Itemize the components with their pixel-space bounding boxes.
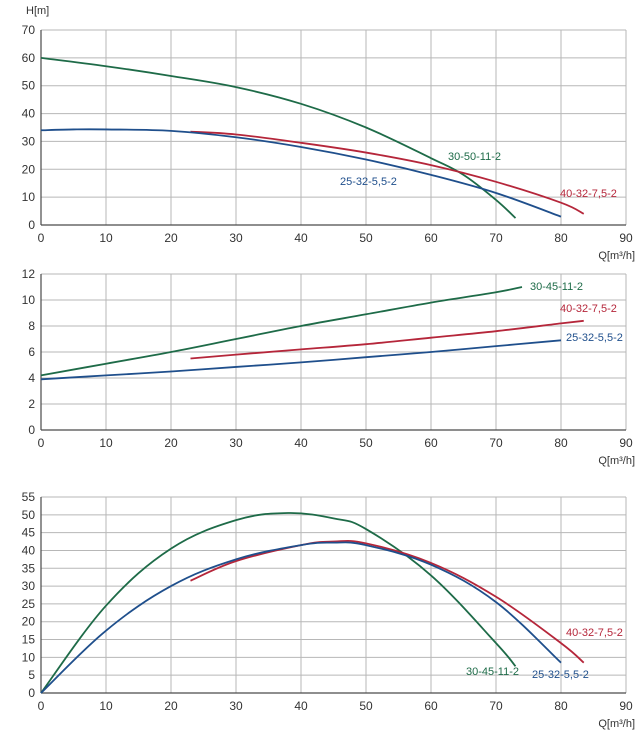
- x-tick-label: 60: [424, 436, 438, 450]
- series-label-25-32-5,5-2: 25-32-5,5-2: [532, 669, 589, 681]
- y-tick-label: 5: [28, 668, 35, 682]
- y-tick-label: 35: [22, 561, 36, 575]
- y-tick-label: 60: [22, 51, 36, 65]
- x-tick-label: 60: [424, 699, 438, 713]
- x-tick-label: 40: [294, 699, 308, 713]
- x-tick-label: 40: [294, 231, 308, 245]
- x-tick-label: 20: [164, 436, 178, 450]
- y-tick-label: 40: [22, 107, 36, 121]
- y-tick-label: 40: [22, 543, 36, 557]
- x-tick-label: 0: [38, 699, 45, 713]
- y-tick-label: 10: [22, 650, 36, 664]
- y-tick-label: 15: [22, 633, 36, 647]
- x-tick-label: 0: [38, 436, 45, 450]
- y-tick-label: 12: [22, 267, 36, 281]
- y-tick-label: 4: [28, 371, 35, 385]
- x-tick-label: 40: [294, 436, 308, 450]
- y-tick-label: 55: [22, 490, 36, 504]
- x-tick-label: 50: [359, 699, 373, 713]
- series-line-25-32-5,5-2: [40, 128, 562, 218]
- chart-2: 0 10 20 30 40 50 60 70 80 90 0 2 4 6 8 10 12 Q[m³/h] 30-45…: [22, 267, 635, 467]
- series-line-30-50-11-2: [40, 56, 517, 219]
- y-tick-label: 8: [28, 319, 35, 333]
- x-tick-label: 70: [489, 699, 503, 713]
- y-tick-label: 30: [22, 134, 36, 148]
- y-tick-label: 50: [22, 508, 36, 522]
- series-label-30-45-11-2: 30-45-11-2: [466, 666, 519, 678]
- series-label-30-45-11-2: 30-45-11-2: [530, 281, 583, 293]
- x-tick-label: 10: [99, 231, 113, 245]
- x-tick-label: 60: [424, 231, 438, 245]
- y-axis-label: H[m]: [26, 5, 49, 17]
- series-line-25-32-5,5-2: [40, 339, 562, 381]
- x-tick-label: 20: [164, 699, 178, 713]
- grid: [41, 29, 627, 225]
- y-tick-label: 20: [22, 615, 36, 629]
- x-tick-label: 30: [229, 699, 243, 713]
- series-line-40-32-7,5-2: [190, 130, 585, 215]
- x-tick-label: 50: [359, 231, 373, 245]
- x-tick-label: 90: [619, 436, 633, 450]
- x-tick-label: 80: [554, 436, 568, 450]
- x-axis-label: Q[m³/h]: [598, 718, 635, 730]
- x-tick-label: 20: [164, 231, 178, 245]
- chart-1: 0 10 20 30 40 50 60 70 80 90 0 10 20 30 40 50 60 70 Q[m³/h…: [22, 5, 635, 262]
- series-label-25-32-5,5-2: 25-32-5,5-2: [566, 332, 623, 344]
- x-tick-label: 30: [229, 436, 243, 450]
- series-line-40-32-7,5-2: [190, 539, 585, 664]
- x-tick-label: 90: [619, 231, 633, 245]
- y-tick-label: 10: [22, 293, 36, 307]
- grid: [41, 496, 627, 693]
- y-tick-label: 0: [28, 218, 35, 232]
- series-label-40-32-7,5-2: 40-32-7,5-2: [566, 627, 623, 639]
- y-tick-label: 6: [28, 345, 35, 359]
- x-tick-label: 10: [99, 436, 113, 450]
- y-tick-label: 20: [22, 162, 36, 176]
- x-tick-label: 70: [489, 231, 503, 245]
- y-tick-label: 0: [28, 686, 35, 700]
- x-tick-label: 30: [229, 231, 243, 245]
- y-tick-label: 45: [22, 526, 36, 540]
- y-tick-label: 10: [22, 190, 36, 204]
- x-tick-label: 50: [359, 436, 373, 450]
- x-axis-label: Q[m³/h]: [598, 250, 635, 262]
- x-tick-label: 80: [554, 231, 568, 245]
- x-axis-label: Q[m³/h]: [598, 455, 635, 467]
- y-tick-label: 30: [22, 579, 36, 593]
- series-line-30-45-11-2: [40, 512, 517, 694]
- x-tick-label: 70: [489, 436, 503, 450]
- series-label-25-32-5,5-2: 25-32-5,5-2: [340, 176, 397, 188]
- chart-3: 0 10 20 30 40 50 60 70 80 90 0 5 10 15 20 25 30 35 40 45 50 5…: [22, 490, 635, 730]
- series-line-40-32-7,5-2: [190, 319, 584, 360]
- series-label-30-50-11-2: 30-50-11-2: [448, 151, 501, 163]
- series-line-30-45-11-2: [40, 286, 523, 377]
- y-tick-label: 70: [22, 23, 36, 37]
- series-line-25-32-5,5-2: [40, 541, 562, 694]
- grid: [41, 273, 627, 430]
- x-tick-label: 0: [38, 231, 45, 245]
- y-tick-label: 50: [22, 79, 36, 93]
- x-tick-label: 90: [619, 699, 633, 713]
- series-label-40-32-7,5-2: 40-32-7,5-2: [560, 303, 617, 315]
- y-tick-label: 25: [22, 597, 36, 611]
- x-tick-label: 80: [554, 699, 568, 713]
- x-tick-label: 10: [99, 699, 113, 713]
- y-tick-label: 0: [28, 423, 35, 437]
- series-label-40-32-7,5-2: 40-32-7,5-2: [560, 188, 617, 200]
- y-tick-label: 2: [28, 397, 35, 411]
